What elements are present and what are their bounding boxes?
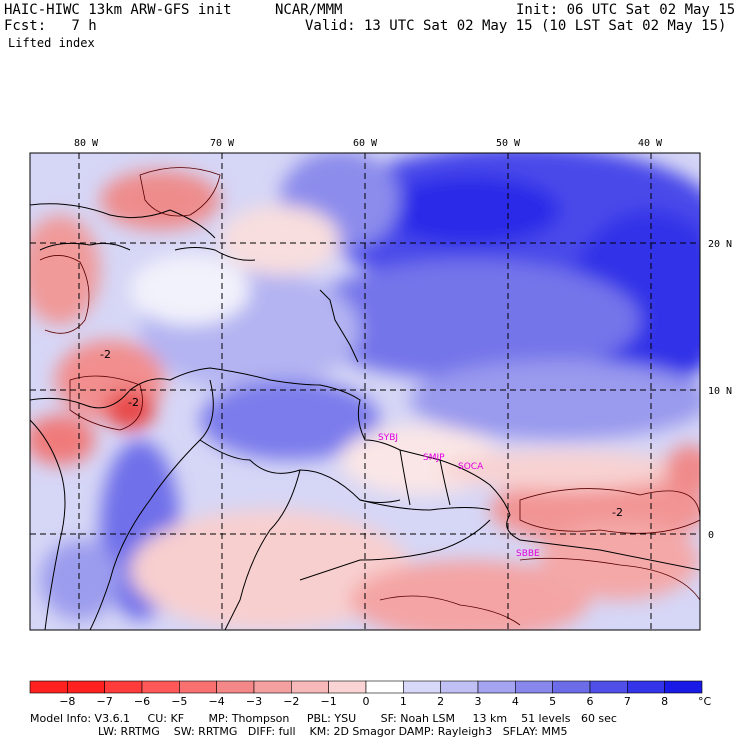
legend-tick-label: 0 bbox=[363, 695, 370, 707]
contour-label: -2 bbox=[612, 506, 623, 519]
legend-color-box bbox=[29, 680, 68, 694]
legend-tick-label: 7 bbox=[624, 695, 631, 707]
legend-tick-label: 4 bbox=[512, 695, 519, 707]
legend-color-box bbox=[515, 680, 553, 694]
forecast-hour: Fcst: 7 h bbox=[4, 18, 97, 34]
legend-tick-label: −5 bbox=[171, 695, 187, 707]
map-frame bbox=[29, 152, 701, 631]
legend-tick-label: −4 bbox=[209, 695, 225, 707]
legend-color-box bbox=[67, 680, 105, 694]
legend-color-box bbox=[627, 680, 665, 694]
legend-color-box bbox=[440, 680, 479, 694]
legend-tick-label: 8 bbox=[661, 695, 668, 707]
station-label-sybj: SYBJ bbox=[378, 433, 398, 443]
legend-color-box bbox=[589, 680, 628, 694]
legend-tick-label: −3 bbox=[246, 695, 262, 707]
valid-time: Valid: 13 UTC Sat 02 May 15 (10 LST Sat … bbox=[305, 18, 727, 34]
lat-label-10n: 10 N bbox=[708, 386, 732, 397]
legend-color-box bbox=[403, 680, 441, 694]
lon-label-80w: 80 W bbox=[74, 138, 99, 149]
contour-label: -2 bbox=[100, 348, 111, 361]
legend-color-box bbox=[365, 680, 404, 694]
field-name: Lifted index bbox=[8, 36, 95, 50]
coastlines bbox=[30, 203, 700, 630]
legend-tick-label: −6 bbox=[134, 695, 150, 707]
station-label-sbbe: SBBE bbox=[516, 549, 540, 559]
lat-label-0: 0 bbox=[708, 530, 714, 541]
legend-color-box bbox=[552, 680, 591, 694]
legend-color-box bbox=[179, 680, 217, 694]
legend-color-box bbox=[291, 680, 329, 694]
legend-tick-label: −7 bbox=[97, 695, 113, 707]
legend-color-box bbox=[477, 680, 516, 694]
legend-tick-label: 2 bbox=[437, 695, 444, 707]
legend-tick-label: 3 bbox=[475, 695, 482, 707]
lifted-index-map[interactable]: 80 W 70 W 60 W 50 W 40 W 20 N 10 N 0 SYB… bbox=[0, 0, 740, 670]
contour-lines bbox=[39, 167, 700, 626]
color-legend: −8 −7 −6 −5 −4 −3 −2 −1 0 1 2 3 4 5 6 7 8 °C bbox=[29, 680, 712, 707]
legend-tick-label: −2 bbox=[283, 695, 299, 707]
model-info-line-1: Model Info: V3.6.1 CU: KF MP: Thompson P… bbox=[30, 712, 617, 725]
model-info-line-2: LW: RRTMG SW: RRTMG DIFF: full KM: 2D Sm… bbox=[98, 725, 568, 738]
lon-label-70w: 70 W bbox=[210, 138, 235, 149]
legend-tick-label: 5 bbox=[549, 695, 556, 707]
legend-color-box bbox=[664, 680, 703, 694]
contour-label: -2 bbox=[128, 396, 139, 409]
init-time: Init: 06 UTC Sat 02 May 15 bbox=[516, 2, 736, 18]
shaded-field bbox=[30, 153, 700, 630]
lon-label-60w: 60 W bbox=[353, 138, 378, 149]
lon-label-50w: 50 W bbox=[496, 138, 521, 149]
station-label-smjp: SMJP bbox=[423, 453, 445, 463]
legend-color-box bbox=[253, 680, 292, 694]
lat-label-20n: 20 N bbox=[708, 239, 732, 250]
legend-color-box bbox=[328, 680, 367, 694]
legend-unit: °C bbox=[698, 695, 712, 707]
legend-color-box bbox=[104, 680, 143, 694]
organization-label: NCAR/MMM bbox=[275, 2, 343, 18]
legend-tick-label: −1 bbox=[321, 695, 337, 707]
legend-color-boxes bbox=[29, 680, 703, 694]
station-label-soca: SOCA bbox=[458, 462, 484, 472]
graticule bbox=[30, 153, 700, 630]
model-title: HAIC-HIWC 13km ARW-GFS init bbox=[4, 2, 232, 18]
lon-label-40w: 40 W bbox=[638, 138, 663, 149]
legend-color-box bbox=[141, 680, 180, 694]
legend-tick-labels: −8 −7 −6 −5 −4 −3 −2 −1 0 1 2 3 4 5 6 7 8 bbox=[59, 695, 668, 707]
legend-tick-label: 1 bbox=[400, 695, 407, 707]
legend-tick-label: −8 bbox=[59, 695, 75, 707]
legend-tick-label: 6 bbox=[587, 695, 594, 707]
legend-color-box bbox=[216, 680, 255, 694]
